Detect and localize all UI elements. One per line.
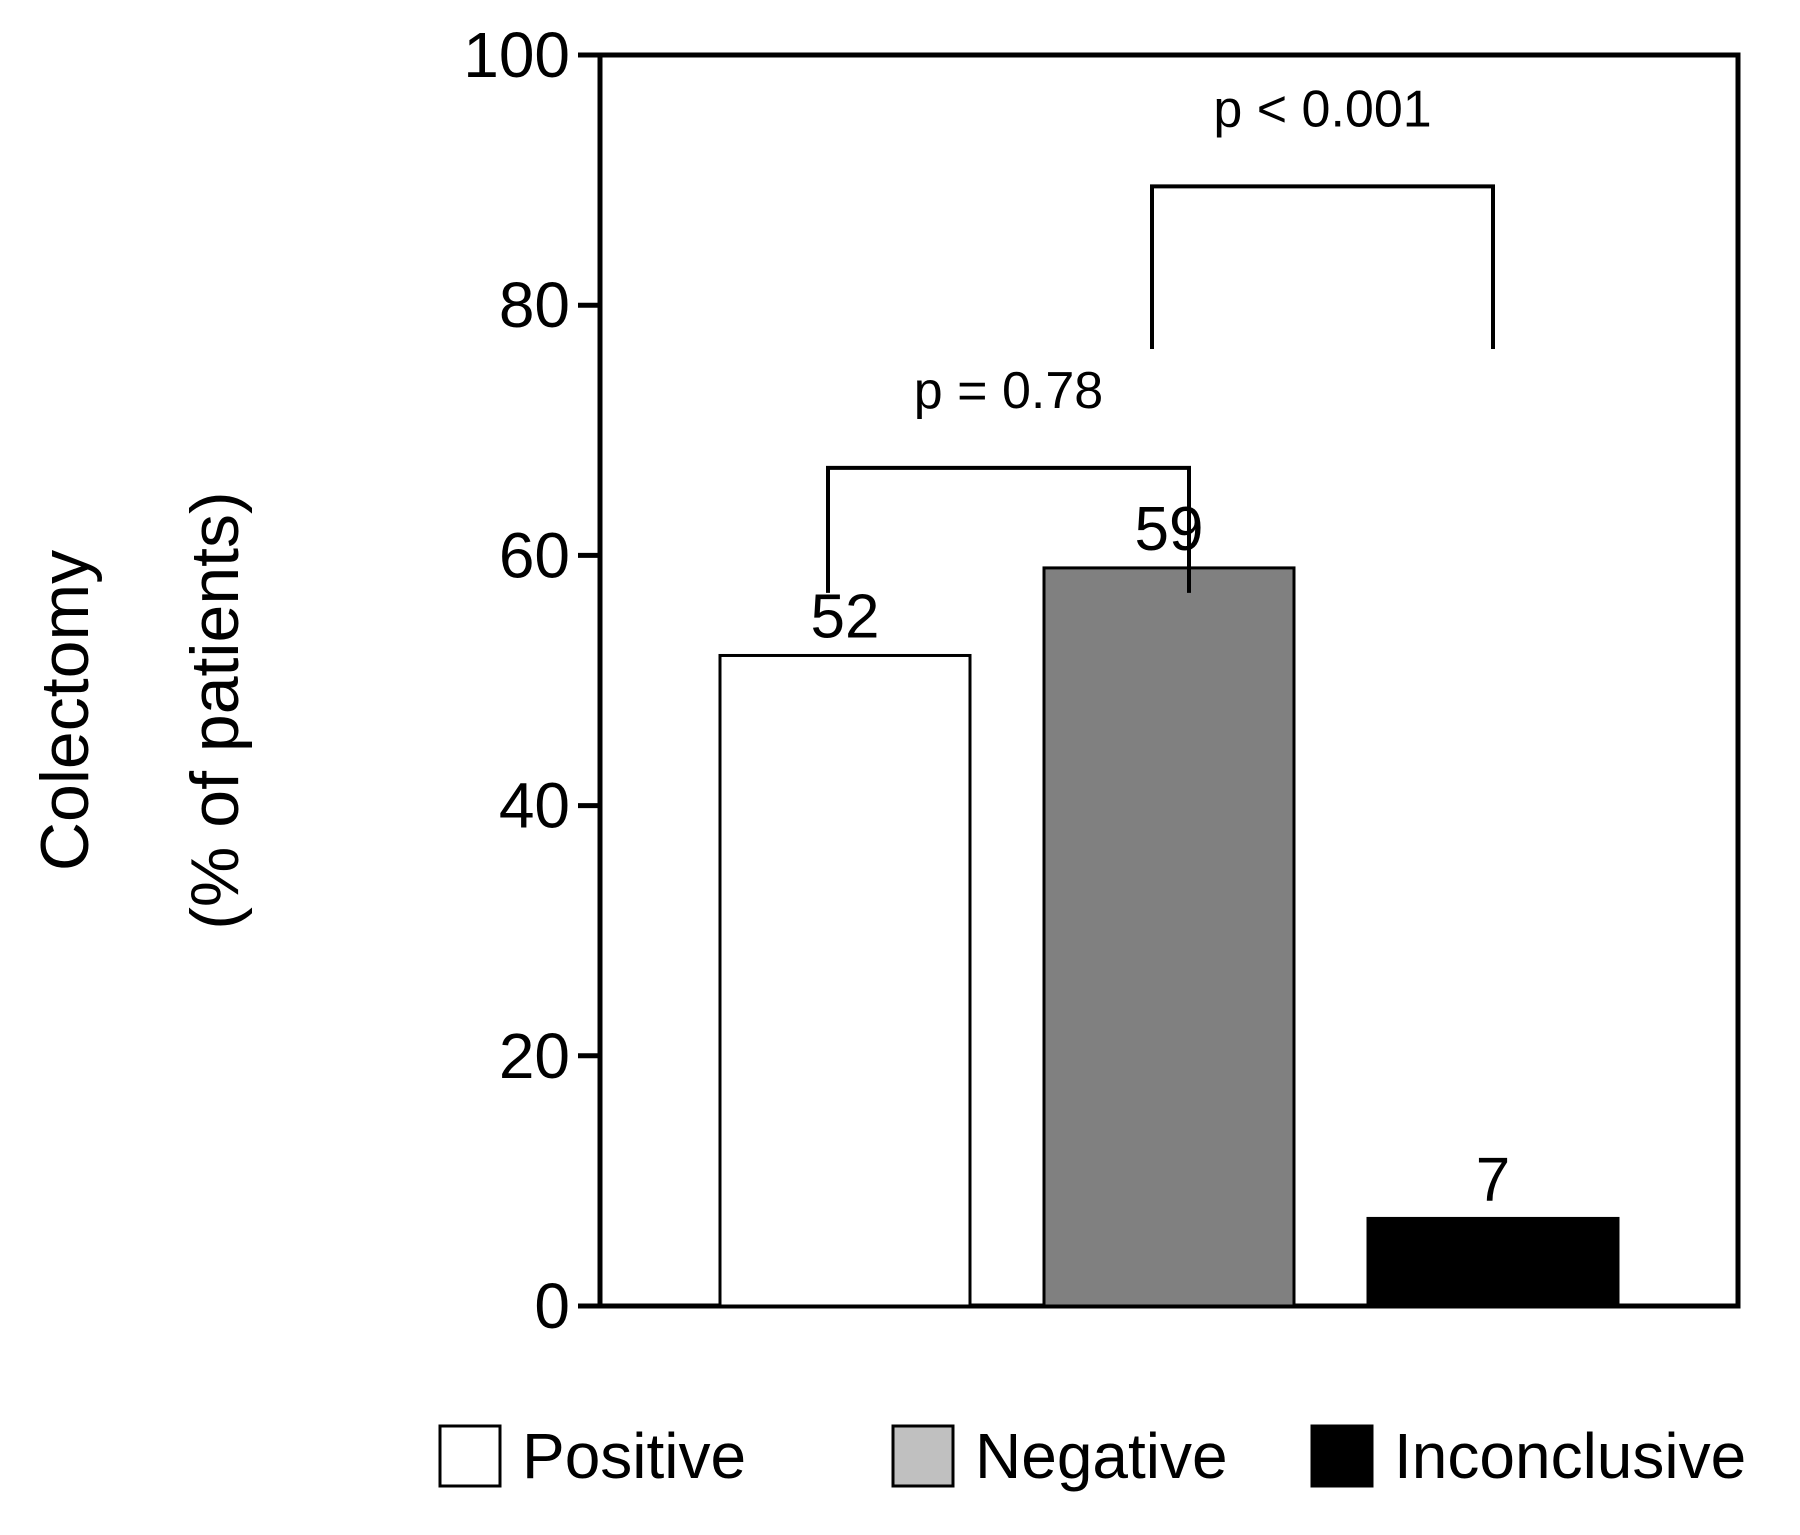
significance-bracket	[826, 465, 1191, 593]
y-axis-title-line-2: (% of patients)	[177, 491, 253, 929]
legend-label-positive: Positive	[522, 1420, 746, 1492]
legend-swatch-positive	[438, 1424, 502, 1488]
axes-group: 0 20 40 60 80 100 Colectomy (% of patients)	[27, 19, 1741, 1342]
data-labels-group: 52 59 7	[811, 495, 1511, 1215]
annotations-group: p = 0.78 p < 0.001	[826, 80, 1495, 593]
legend-label-negative: Negative	[975, 1420, 1228, 1492]
y-tick-label: 80	[499, 269, 570, 341]
significance-bracket	[1150, 184, 1495, 349]
legend-swatch-negative	[891, 1424, 955, 1488]
y-tick-label: 40	[499, 770, 570, 842]
data-label-inconclusive: 7	[1476, 1145, 1510, 1214]
p-value-label: p < 0.001	[1213, 80, 1431, 138]
bar-positive	[718, 653, 972, 1308]
bar-negative	[1042, 566, 1296, 1308]
bar-inconclusive	[1366, 1216, 1620, 1308]
data-label-negative: 59	[1135, 495, 1204, 564]
p-value-label: p = 0.78	[914, 362, 1103, 420]
y-tick-label: 100	[463, 19, 570, 91]
y-axis-title-line-1: Colectomy	[27, 550, 103, 871]
y-tick-label: 60	[499, 519, 570, 591]
bars-group	[718, 566, 1620, 1308]
y-tick-label: 20	[499, 1020, 570, 1092]
legend-label-inconclusive: Inconclusive	[1394, 1420, 1746, 1492]
y-tick-label: 0	[534, 1270, 570, 1342]
data-label-positive: 52	[811, 582, 880, 651]
legend-swatch-inconclusive	[1310, 1424, 1374, 1488]
legend-group: Positive Negative Inconclusive	[438, 1420, 1746, 1492]
